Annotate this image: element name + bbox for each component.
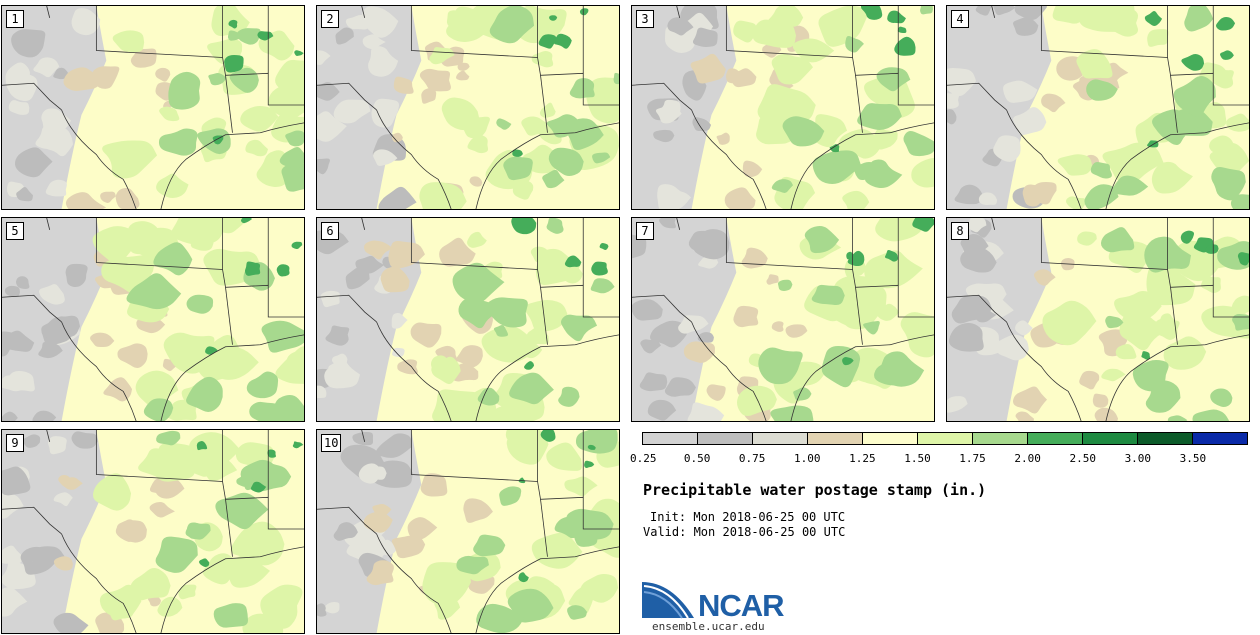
precipitable-water-map: [317, 218, 619, 421]
precipitable-water-map: [2, 6, 304, 209]
panel-label: 1: [6, 10, 24, 28]
postage-stamp-panel: 6: [316, 217, 620, 422]
colorbar-swatch: [1082, 433, 1137, 444]
precipitable-water-map: [317, 6, 619, 209]
colorbar-tick-label: 2.00: [1014, 452, 1041, 465]
colorbar-tick-label: 0.50: [683, 452, 711, 465]
postage-stamp-panel: 1: [1, 5, 305, 210]
colorbar-swatch: [972, 433, 1027, 444]
colorbar-tick-label: 1.00: [794, 452, 821, 465]
postage-stamp-panel: 2: [316, 5, 620, 210]
panel-label: 7: [636, 222, 654, 240]
precipitable-water-map: [2, 218, 304, 421]
colorbar-swatch: [862, 433, 917, 444]
ncar-logo-text: NCAR: [698, 588, 785, 623]
valid-time: Valid: Mon 2018-06-25 00 UTC: [643, 525, 846, 539]
colorbar-tick-label: 0.25: [630, 452, 657, 465]
init-time: Init: Mon 2018-06-25 00 UTC: [650, 510, 846, 524]
colorbar-swatch: [697, 433, 752, 444]
precipitable-water-map: [632, 6, 934, 209]
colorbar-tick-label: 1.75: [959, 452, 986, 465]
panel-label: 9: [6, 434, 24, 452]
panel-label: 8: [951, 222, 969, 240]
ncar-logo-icon: [642, 582, 694, 619]
colorbar-tick-label: 1.50: [904, 452, 931, 465]
colorbar-tick-label: 3.50: [1179, 452, 1207, 465]
precipitable-water-map: [317, 430, 619, 633]
panel-label: 2: [321, 10, 339, 28]
colorbar-swatch: [1192, 433, 1247, 444]
postage-stamp-panel: 5: [1, 217, 305, 422]
colorbar-swatch: [1137, 433, 1192, 444]
precipitable-water-map: [2, 430, 304, 633]
postage-stamp-panel: 4: [946, 5, 1250, 210]
colorbar-tick-label: 1.25: [849, 452, 876, 465]
postage-stamp-panel: 8: [946, 217, 1250, 422]
panel-label: 4: [951, 10, 969, 28]
postage-stamp-panel: 9: [1, 429, 305, 634]
panel-label: 10: [321, 434, 342, 452]
colorbar-tick-label: 2.50: [1069, 452, 1096, 465]
precipitable-water-map: [947, 6, 1249, 209]
panel-label: 5: [6, 222, 24, 240]
colorbar-swatch: [807, 433, 862, 444]
precipitable-water-map: [947, 218, 1249, 421]
colorbar-swatch: [643, 433, 697, 444]
chart-title: Precipitable water postage stamp (in.): [643, 481, 987, 499]
precipitable-water-map: [632, 218, 934, 421]
panel-label: 3: [636, 10, 654, 28]
postage-stamp-panel: 10: [316, 429, 620, 634]
precipitable-water-colorbar: [642, 432, 1248, 445]
postage-stamp-panel: 3: [631, 5, 935, 210]
colorbar-swatch: [752, 433, 807, 444]
site-url: ensemble.ucar.edu: [652, 620, 765, 633]
colorbar-swatch: [917, 433, 972, 444]
panel-label: 6: [321, 222, 339, 240]
colorbar-tick-label: 3.00: [1124, 452, 1152, 465]
colorbar-swatch: [1027, 433, 1082, 444]
colorbar-tick-label: 0.75: [738, 452, 766, 465]
postage-stamp-panel: 7: [631, 217, 935, 422]
